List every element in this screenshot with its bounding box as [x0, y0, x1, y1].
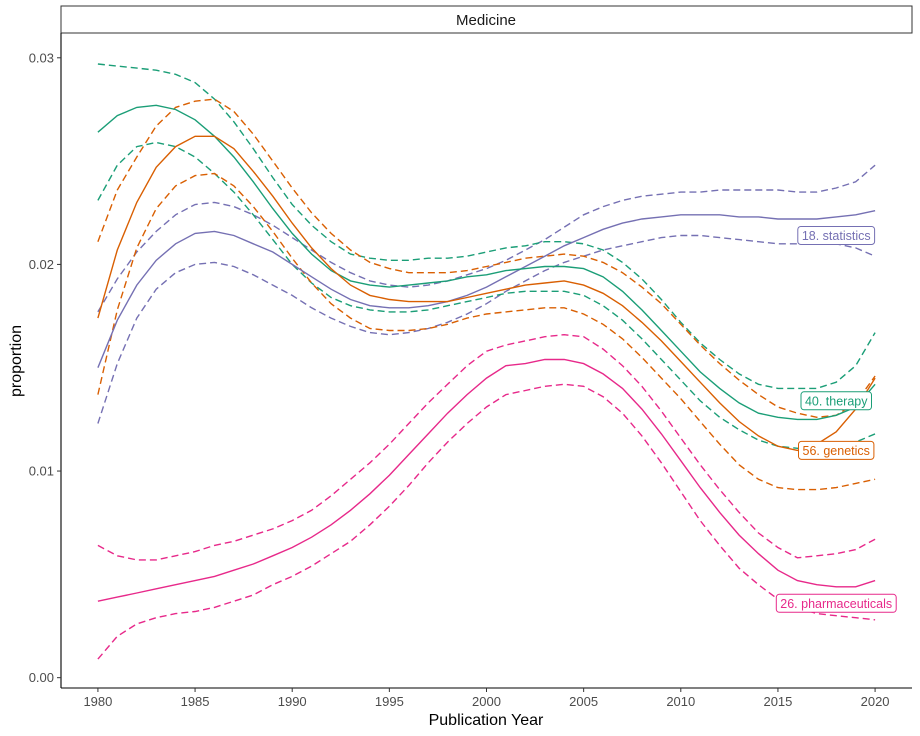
series-label-layer: 18. statistics 40. therapy 56. genetics 26.… — [775, 226, 897, 613]
series-line-layer — [97, 104, 876, 602]
x-tick-label: 1985 — [181, 694, 210, 709]
series-genetics-lower-ci — [97, 172, 876, 491]
series-pharmaceuticals-line — [97, 358, 876, 602]
y-tick-label: 0.03 — [29, 50, 54, 65]
y-tick-label: 0.00 — [29, 670, 54, 685]
series-pharmaceuticals-lower-ci — [97, 383, 876, 660]
y-axis-title: proportion — [8, 325, 25, 397]
facet-strip: Medicine — [60, 5, 913, 34]
series-label-therapy: 40. therapy — [800, 391, 872, 411]
x-tick-label: 2015 — [763, 694, 792, 709]
x-tick-label: 1995 — [375, 694, 404, 709]
series-genetics-upper-ci — [97, 98, 876, 419]
series-label-box — [797, 226, 876, 245]
series-label-pharmaceuticals: 26. pharmaceuticals — [775, 593, 897, 613]
series-statistics-line — [97, 210, 876, 368]
x-tick-label: 2010 — [666, 694, 695, 709]
series-label-genetics: 56. genetics — [798, 440, 875, 460]
series-label-text: 40. therapy — [805, 394, 868, 408]
y-tick-label: 0.01 — [29, 464, 54, 479]
y-axis-ticks: 0.00 0.01 0.02 0.03 — [29, 50, 61, 685]
series-label-text: 56. genetics — [803, 444, 870, 458]
series-label-text: 18. statistics — [802, 229, 871, 243]
series-statistics-lower-ci — [97, 234, 876, 424]
facet-strip-box — [60, 5, 913, 34]
confidence-interval-layer — [97, 63, 876, 660]
x-tick-label: 2020 — [861, 694, 890, 709]
x-axis-ticks: 1980 1985 1990 1995 2000 2005 2010 2015 2020 — [83, 688, 890, 709]
axes: 1980 1985 1990 1995 2000 2005 2010 2015 2020 0.0… — [29, 33, 912, 709]
series-therapy-upper-ci — [97, 63, 876, 390]
series-label-box — [798, 440, 875, 460]
x-tick-label: 1980 — [83, 694, 112, 709]
series-label-text: 26. pharmaceuticals — [780, 597, 892, 611]
x-tick-label: 2005 — [569, 694, 598, 709]
series-therapy-lower-ci — [97, 141, 876, 449]
series-label-box — [800, 391, 872, 411]
x-axis-title: Publication Year — [429, 712, 544, 729]
series-therapy-line — [97, 104, 876, 421]
series-label-box — [775, 593, 897, 613]
plot-panel: 18. statistics 40. therapy 56. genetics 26.… — [97, 63, 897, 660]
series-statistics-upper-ci — [97, 164, 876, 313]
y-tick-label: 0.02 — [29, 257, 54, 272]
x-tick-label: 2000 — [472, 694, 501, 709]
series-label-statistics: 18. statistics — [797, 226, 876, 245]
series-genetics-line — [97, 135, 876, 452]
facet-strip-title: Medicine — [456, 12, 516, 29]
x-tick-label: 1990 — [278, 694, 307, 709]
series-pharmaceuticals-upper-ci — [97, 333, 876, 561]
